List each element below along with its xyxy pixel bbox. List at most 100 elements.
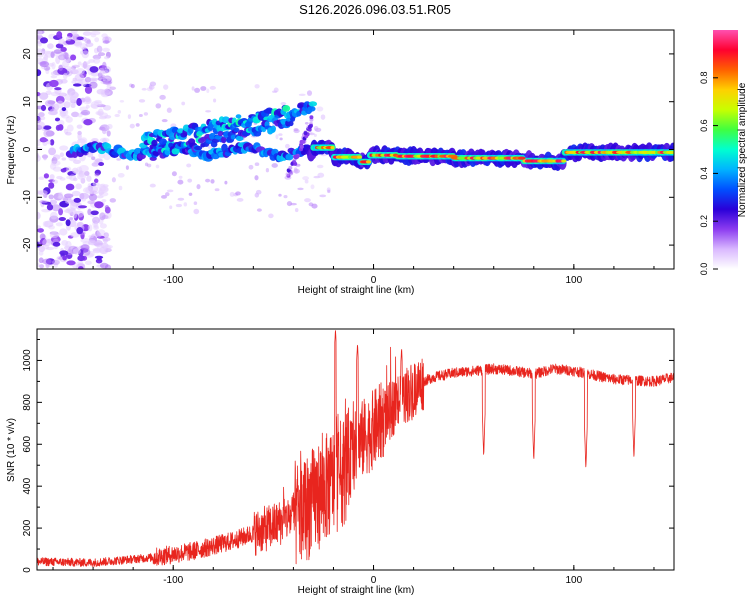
faint-speckle [320, 114, 326, 120]
noise-speckle [84, 85, 93, 94]
noise-speckle [84, 260, 92, 265]
faint-speckle [313, 125, 319, 131]
noise-speckle [77, 173, 86, 180]
tail-speckle [293, 161, 298, 166]
noise-speckle [96, 45, 103, 53]
noise-speckle [66, 260, 76, 266]
noise-speckle [65, 183, 75, 191]
upper-ridge [235, 114, 242, 119]
noise-speckle [72, 210, 78, 219]
faint-speckle [271, 163, 278, 168]
faint-speckle [302, 176, 309, 181]
noise-speckle [97, 52, 106, 57]
noise-speckle [75, 183, 82, 190]
noise-speckle [84, 76, 92, 83]
noise-speckle [88, 234, 94, 239]
faint-speckle [161, 195, 167, 199]
upper-ridge [158, 138, 167, 145]
noise-speckle [80, 244, 90, 251]
colorbar-tick-label: 0.2 [699, 215, 709, 228]
noise-speckle [55, 43, 64, 49]
faint-speckle [235, 191, 241, 196]
spectral-band [285, 153, 294, 161]
noise-speckle [77, 138, 86, 144]
faint-speckle [169, 205, 173, 210]
noise-speckle [47, 110, 58, 116]
noise-speckle [56, 100, 64, 109]
noise-speckle [79, 192, 85, 200]
faint-speckle [141, 87, 147, 91]
noise-speckle [72, 248, 81, 255]
faint-speckle [316, 164, 324, 169]
noise-speckle [90, 210, 99, 216]
faint-speckle [178, 175, 183, 179]
lower-ridge [230, 134, 236, 140]
noise-speckle [41, 50, 52, 55]
noise-speckle [41, 138, 49, 142]
noise-speckle [50, 71, 56, 76]
noise-speckle [72, 177, 78, 182]
noise-speckle [45, 246, 55, 251]
noise-speckle [50, 160, 61, 166]
x-tick-label: 100 [565, 275, 582, 286]
faint-speckle [177, 179, 184, 185]
tail-speckle [289, 171, 293, 176]
faint-speckle [206, 88, 210, 94]
noise-speckle [99, 185, 107, 192]
noise-speckle [77, 255, 85, 262]
noise-speckle [60, 78, 68, 84]
tail-speckle [303, 131, 308, 136]
noise-speckle [58, 54, 67, 61]
lower-ridge [288, 120, 294, 127]
faint-speckle [248, 164, 254, 170]
faint-speckle [130, 83, 135, 89]
faint-speckle [149, 183, 156, 188]
noise-speckle [106, 130, 111, 137]
noise-speckle [43, 173, 50, 179]
faint-speckle [316, 106, 324, 112]
faint-speckle [236, 197, 244, 202]
noise-speckle [65, 116, 73, 123]
faint-speckle [144, 162, 149, 167]
noise-speckle [89, 77, 99, 81]
noise-speckle [58, 64, 63, 71]
noise-speckle [104, 205, 110, 210]
faint-speckle [187, 178, 193, 183]
faint-speckle [275, 134, 279, 140]
noise-speckle [102, 40, 110, 44]
noise-speckle [62, 255, 67, 261]
noise-speckle [38, 250, 44, 256]
noise-speckle [71, 190, 81, 197]
noise-speckle [103, 232, 109, 238]
y-tick-label: 0 [22, 567, 33, 573]
faint-speckle [265, 168, 270, 173]
noise-speckle [94, 173, 100, 177]
faint-speckle [256, 208, 262, 212]
faint-speckle [149, 81, 157, 87]
lower-ridge [233, 127, 240, 133]
y-tick-label: 20 [22, 48, 33, 60]
noise-speckle [50, 75, 58, 79]
noise-speckle [37, 211, 41, 220]
snr-frame [36, 328, 675, 571]
faint-speckle [109, 86, 117, 91]
spectrogram-heatmap [37, 30, 674, 269]
noise-speckle [53, 49, 62, 54]
noise-speckle [37, 228, 44, 233]
noise-speckle [103, 55, 110, 60]
faint-speckle [193, 208, 200, 215]
x-tick-label: -100 [163, 575, 183, 586]
noise-speckle [37, 154, 41, 162]
noise-speckle [59, 152, 65, 158]
noise-speckle [47, 43, 54, 49]
noise-speckle [74, 39, 83, 48]
noise-speckle [48, 62, 55, 67]
tail-speckle [304, 134, 309, 139]
noise-speckle [49, 79, 59, 88]
noise-speckle [102, 47, 110, 52]
noise-speckle [87, 208, 92, 216]
noise-speckle [54, 117, 61, 122]
noise-speckle [76, 98, 82, 106]
faint-speckle [309, 132, 315, 136]
